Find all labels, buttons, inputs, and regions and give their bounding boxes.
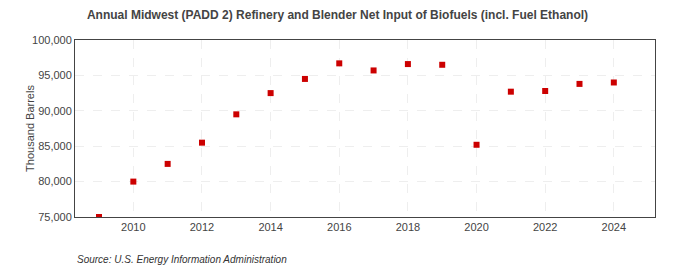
svg-text:Source: U.S. Energy Informatio: Source: U.S. Energy Information Administ… <box>77 254 287 265</box>
svg-text:2014: 2014 <box>258 221 282 233</box>
svg-text:90,000: 90,000 <box>38 105 72 117</box>
svg-text:Thousand Barrels: Thousand Barrels <box>24 85 36 172</box>
svg-text:75,000: 75,000 <box>38 211 72 223</box>
svg-text:85,000: 85,000 <box>38 140 72 152</box>
svg-text:2018: 2018 <box>396 221 420 233</box>
svg-text:Annual Midwest (PADD 2) Refine: Annual Midwest (PADD 2) Refinery and Ble… <box>87 8 588 22</box>
svg-text:2016: 2016 <box>327 221 351 233</box>
svg-text:2020: 2020 <box>464 221 488 233</box>
svg-text:2022: 2022 <box>533 221 557 233</box>
svg-text:2024: 2024 <box>602 221 626 233</box>
svg-text:95,000: 95,000 <box>38 69 72 81</box>
svg-text:2010: 2010 <box>121 221 145 233</box>
svg-text:2012: 2012 <box>190 221 214 233</box>
svg-text:80,000: 80,000 <box>38 175 72 187</box>
svg-text:100,000: 100,000 <box>32 34 72 46</box>
